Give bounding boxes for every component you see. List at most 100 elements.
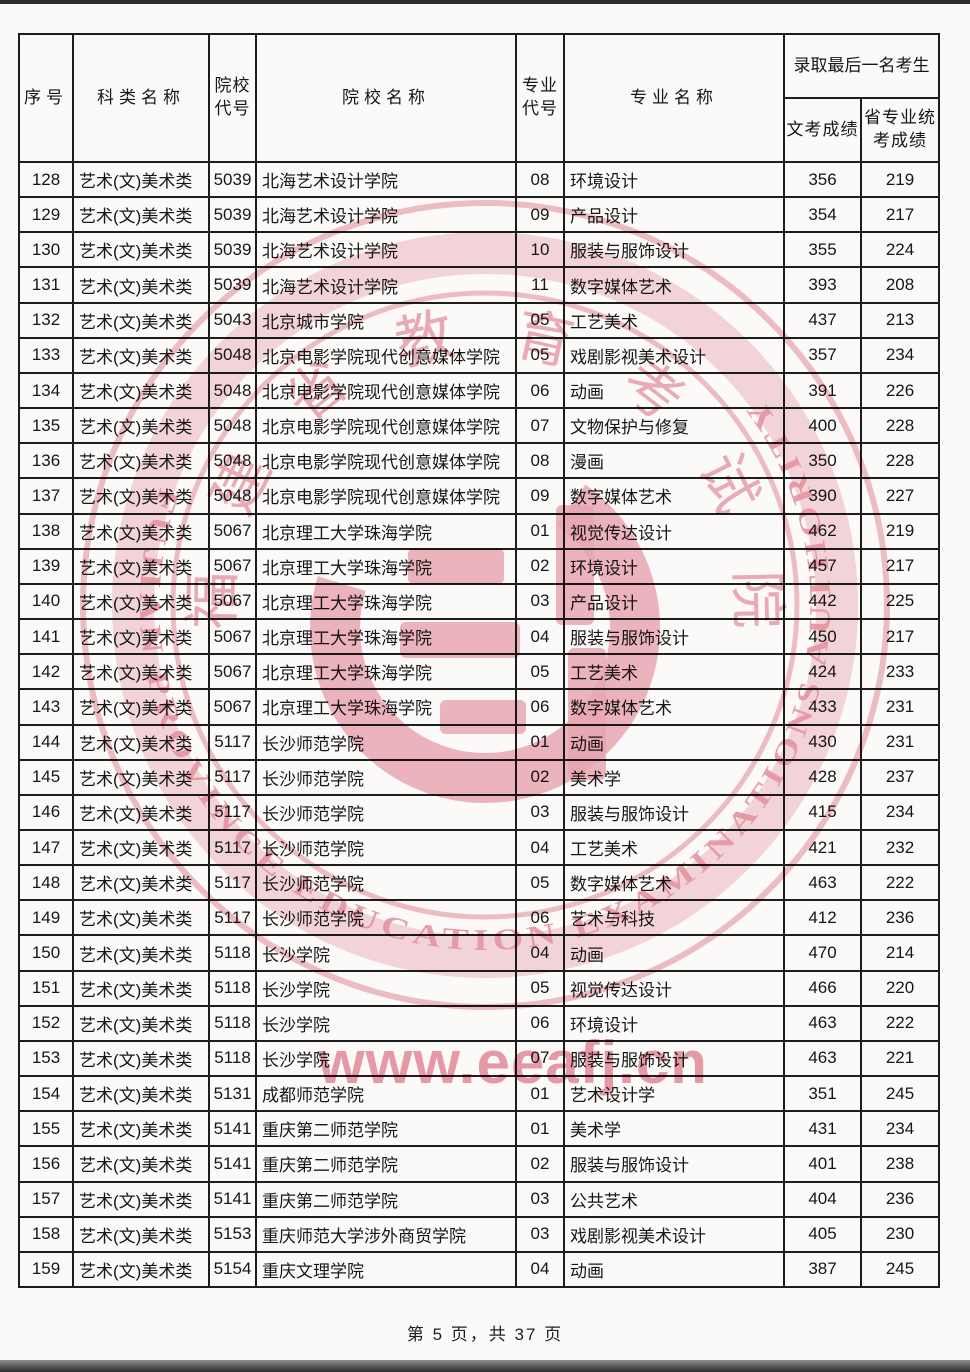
cell-major-code: 04 <box>515 618 565 656</box>
cell-college-name: 长沙师范学院 <box>255 864 517 902</box>
cell-provincial-score: 222 <box>860 864 940 902</box>
cell-major-name: 戏剧影视美术设计 <box>563 1215 785 1253</box>
table-row: 144 艺术(文)美术类 5117 长沙师范学院 01 动画 430 231 <box>18 723 940 761</box>
cell-college-name: 北京理工大学珠海学院 <box>255 512 517 550</box>
cell-major-code: 02 <box>515 758 565 796</box>
cell-college-name: 北京城市学院 <box>255 301 517 339</box>
cell-serial: 131 <box>18 266 74 304</box>
cell-written-score: 442 <box>783 582 862 621</box>
cell-category: 艺术(文)美术类 <box>72 1145 210 1183</box>
cell-college-code: 5043 <box>208 301 257 339</box>
cell-college-code: 5141 <box>208 1145 257 1183</box>
cell-serial: 136 <box>18 442 74 480</box>
cell-college-code: 5117 <box>208 723 257 761</box>
cell-major-code: 07 <box>515 1039 565 1078</box>
cell-category: 艺术(文)美术类 <box>72 547 210 585</box>
cell-written-score: 354 <box>783 196 862 234</box>
cell-category: 艺术(文)美术类 <box>72 512 210 550</box>
cell-serial: 153 <box>18 1039 74 1078</box>
cell-college-name: 北海艺术设计学院 <box>255 160 517 199</box>
cell-college-name: 北海艺术设计学院 <box>255 196 517 234</box>
cell-serial: 128 <box>18 160 74 199</box>
table-row: 138 艺术(文)美术类 5067 北京理工大学珠海学院 01 视觉传达设计 462 219 <box>18 512 940 550</box>
cell-major-code: 05 <box>515 301 565 339</box>
cell-college-name: 长沙学院 <box>255 1039 517 1078</box>
cell-serial: 154 <box>18 1075 74 1113</box>
cell-college-name: 北京电影学院现代创意媒体学院 <box>255 336 517 374</box>
cell-college-code: 5117 <box>208 828 257 867</box>
cell-category: 艺术(文)美术类 <box>72 1004 210 1042</box>
cell-serial: 150 <box>18 934 74 972</box>
cell-serial: 129 <box>18 196 74 234</box>
cell-written-score: 415 <box>783 793 862 831</box>
cell-college-name: 重庆文理学院 <box>255 1250 517 1289</box>
cell-written-score: 431 <box>783 1110 862 1148</box>
cell-college-name: 北海艺术设计学院 <box>255 231 517 269</box>
table-row: 136 艺术(文)美术类 5048 北京电影学院现代创意媒体学院 08 漫画 350 228 <box>18 442 940 480</box>
cell-major-code: 05 <box>515 653 565 691</box>
cell-college-code: 5039 <box>208 266 257 304</box>
cell-serial: 152 <box>18 1004 74 1042</box>
cell-category: 艺术(文)美术类 <box>72 371 210 410</box>
cell-major-code: 09 <box>515 477 565 515</box>
cell-written-score: 450 <box>783 618 862 656</box>
header-provincial-score: 省专业统考成绩 <box>860 97 940 163</box>
cell-college-code: 5117 <box>208 793 257 831</box>
table-row: 130 艺术(文)美术类 5039 北海艺术设计学院 10 服装与服饰设计 355 224 <box>18 231 940 269</box>
cell-college-name: 北京理工大学珠海学院 <box>255 547 517 585</box>
cell-college-code: 5067 <box>208 512 257 550</box>
cell-serial: 140 <box>18 582 74 621</box>
cell-college-name: 长沙学院 <box>255 969 517 1007</box>
header-last-admitted-group: 录取最后一名考生 <box>783 33 940 99</box>
cell-major-code: 09 <box>515 196 565 234</box>
table-row: 146 艺术(文)美术类 5117 长沙师范学院 03 服装与服饰设计 415 234 <box>18 793 940 831</box>
cell-major-name: 美术学 <box>563 1110 785 1148</box>
cell-serial: 135 <box>18 407 74 445</box>
cell-major-name: 服装与服饰设计 <box>563 793 785 831</box>
cell-college-code: 5141 <box>208 1110 257 1148</box>
cell-provincial-score: 234 <box>860 793 940 831</box>
cell-serial: 139 <box>18 547 74 585</box>
cell-college-code: 5131 <box>208 1075 257 1113</box>
cell-major-name: 工艺美术 <box>563 828 785 867</box>
cell-college-code: 5118 <box>208 1004 257 1042</box>
cell-major-name: 艺术设计学 <box>563 1075 785 1113</box>
table-row: 129 艺术(文)美术类 5039 北海艺术设计学院 09 产品设计 354 217 <box>18 196 940 234</box>
cell-major-code: 05 <box>515 864 565 902</box>
cell-serial: 149 <box>18 899 74 937</box>
cell-major-code: 04 <box>515 828 565 867</box>
cell-major-code: 03 <box>515 1215 565 1253</box>
cell-major-code: 01 <box>515 512 565 550</box>
cell-major-code: 11 <box>515 266 565 304</box>
table-row: 141 艺术(文)美术类 5067 北京理工大学珠海学院 04 服装与服饰设计 450 217 <box>18 618 940 656</box>
cell-college-code: 5118 <box>208 934 257 972</box>
cell-major-name: 环境设计 <box>563 1004 785 1042</box>
cell-category: 艺术(文)美术类 <box>72 231 210 269</box>
cell-major-code: 01 <box>515 723 565 761</box>
cell-category: 艺术(文)美术类 <box>72 1110 210 1148</box>
cell-written-score: 351 <box>783 1075 862 1113</box>
header-category: 科类名称 <box>72 33 210 163</box>
cell-major-name: 服装与服饰设计 <box>563 618 785 656</box>
cell-major-code: 03 <box>515 582 565 621</box>
cell-serial: 148 <box>18 864 74 902</box>
cell-category: 艺术(文)美术类 <box>72 442 210 480</box>
cell-college-name: 北京理工大学珠海学院 <box>255 688 517 726</box>
cell-college-code: 5048 <box>208 407 257 445</box>
table-row: 142 艺术(文)美术类 5067 北京理工大学珠海学院 05 工艺美术 424 233 <box>18 653 940 691</box>
cell-category: 艺术(文)美术类 <box>72 1180 210 1218</box>
cell-major-name: 漫画 <box>563 442 785 480</box>
cell-category: 艺术(文)美术类 <box>72 160 210 199</box>
cell-college-name: 北京电影学院现代创意媒体学院 <box>255 442 517 480</box>
cell-college-code: 5048 <box>208 477 257 515</box>
table-row: 151 艺术(文)美术类 5118 长沙学院 05 视觉传达设计 466 220 <box>18 969 940 1007</box>
cell-provincial-score: 245 <box>860 1250 940 1289</box>
cell-provincial-score: 220 <box>860 969 940 1007</box>
cell-provincial-score: 208 <box>860 266 940 304</box>
cell-major-name: 产品设计 <box>563 582 785 621</box>
cell-major-name: 数字媒体艺术 <box>563 688 785 726</box>
cell-provincial-score: 213 <box>860 301 940 339</box>
cell-major-code: 04 <box>515 934 565 972</box>
table-row: 128 艺术(文)美术类 5039 北海艺术设计学院 08 环境设计 356 219 <box>18 160 940 199</box>
cell-college-name: 重庆第二师范学院 <box>255 1145 517 1183</box>
